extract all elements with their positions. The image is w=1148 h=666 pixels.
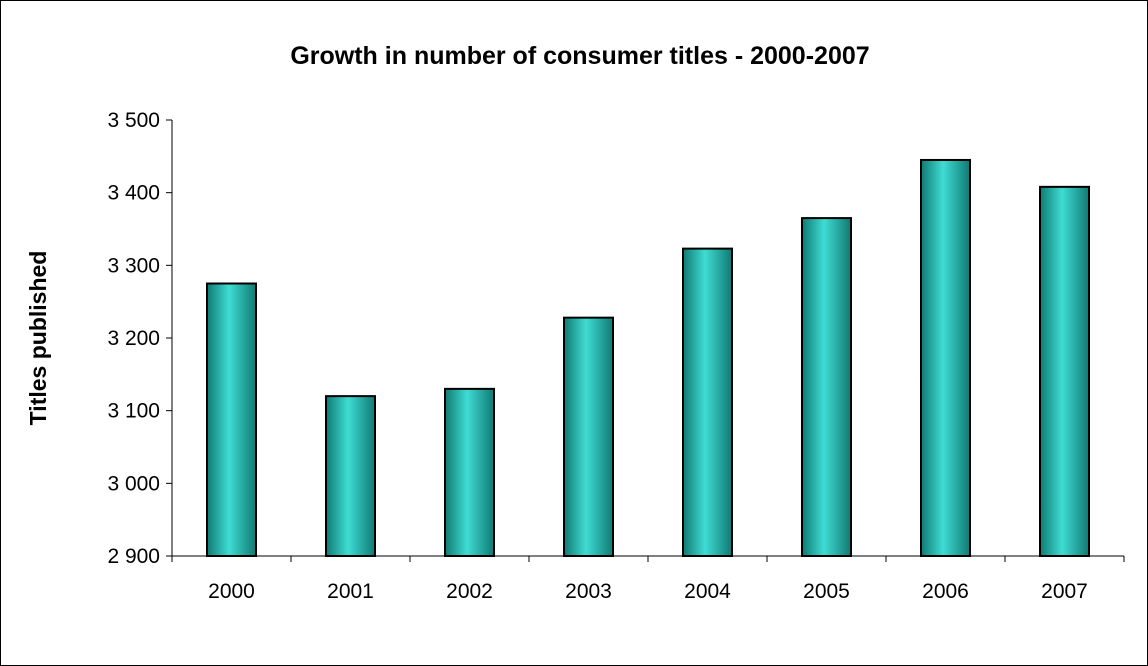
y-tick-label: 3 400 <box>107 182 160 205</box>
x-tick-label: 2000 <box>208 580 255 603</box>
x-tick-label: 2003 <box>565 580 612 603</box>
x-tick-label: 2004 <box>684 580 731 603</box>
bar-2000 <box>206 282 257 557</box>
bar-2003 <box>563 316 614 557</box>
bar-2004 <box>682 247 733 557</box>
y-tick-label: 3 500 <box>107 109 160 132</box>
x-tick-label: 2007 <box>1041 580 1088 603</box>
x-tick-label: 2002 <box>446 580 493 603</box>
y-tick-label: 2 900 <box>107 545 160 568</box>
y-tick-label: 3 000 <box>107 472 160 495</box>
bar-2002 <box>444 387 495 557</box>
y-tick-label: 3 200 <box>107 327 160 350</box>
y-tick-label: 3 100 <box>107 400 160 423</box>
bar-2001 <box>325 395 376 557</box>
bar-2006 <box>920 158 971 557</box>
bar-2005 <box>801 217 852 557</box>
bar-2007 <box>1039 185 1090 557</box>
x-tick-label: 2006 <box>922 580 969 603</box>
x-tick-label: 2005 <box>803 580 850 603</box>
plot-area: 2 900 3 000 3 100 3 200 3 300 3 400 3 500 2000 2… <box>107 109 1125 603</box>
chart-title: Growth in number of consumer titles - 20… <box>290 42 869 70</box>
x-tick-label: 2001 <box>327 580 374 603</box>
y-axis-label: Titles published <box>25 251 51 426</box>
y-tick-label: 3 300 <box>107 254 160 277</box>
